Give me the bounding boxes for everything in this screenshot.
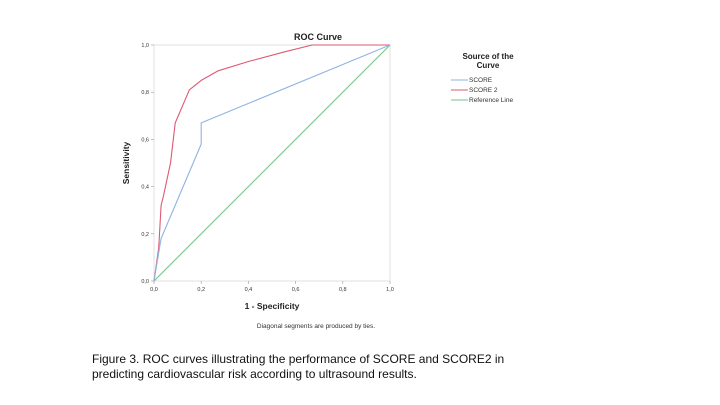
x-tick-label: 0,4	[245, 287, 253, 293]
chart-footnote: Diagonal segments are produced by ties.	[257, 323, 375, 330]
x-tick-label: 1,0	[386, 287, 394, 293]
figure-caption: Figure 3. ROC curves illustrating the pe…	[92, 352, 652, 382]
series-line-score-2	[153, 44, 390, 282]
legend: Source of the Curve SCORE SCORE 2 Referenc…	[451, 52, 514, 104]
x-tick-label: 0,6	[292, 287, 300, 293]
legend-title-line2: Curve	[477, 61, 500, 70]
series-line-reference-line	[153, 44, 391, 282]
caption-line-2: predicting cardiovascular risk according…	[92, 367, 417, 381]
y-tick-label: 1,0	[141, 43, 149, 49]
legend-title-line1: Source of the	[462, 52, 514, 61]
x-tick-label: 0,0	[150, 287, 158, 293]
axis-ticks: 0,0 0,2 0,4 0,6 0,8 1,0 0,0 0,2 0,4 0,6 0,8 1,0	[141, 43, 393, 293]
y-tick-label: 0,0	[141, 279, 149, 285]
y-tick-label: 0,6	[141, 137, 149, 143]
legend-label: Reference Line	[469, 97, 513, 104]
legend-label: SCORE	[469, 77, 493, 84]
y-tick-label: 0,8	[141, 90, 149, 96]
x-axis-label: 1 - Specificity	[245, 301, 300, 311]
plot-frame	[153, 44, 391, 282]
y-tick-label: 0,2	[141, 232, 149, 238]
series-line-score	[153, 44, 391, 282]
chart-title: ROC Curve	[294, 32, 342, 42]
series-lines	[153, 44, 391, 282]
caption-line-1: Figure 3. ROC curves illustrating the pe…	[92, 352, 505, 366]
legend-label: SCORE 2	[469, 87, 498, 94]
x-tick-label: 0,2	[197, 287, 205, 293]
y-tick-label: 0,4	[141, 185, 149, 191]
y-axis-label: Sensitivity	[121, 141, 131, 184]
x-tick-label: 0,8	[339, 287, 347, 293]
